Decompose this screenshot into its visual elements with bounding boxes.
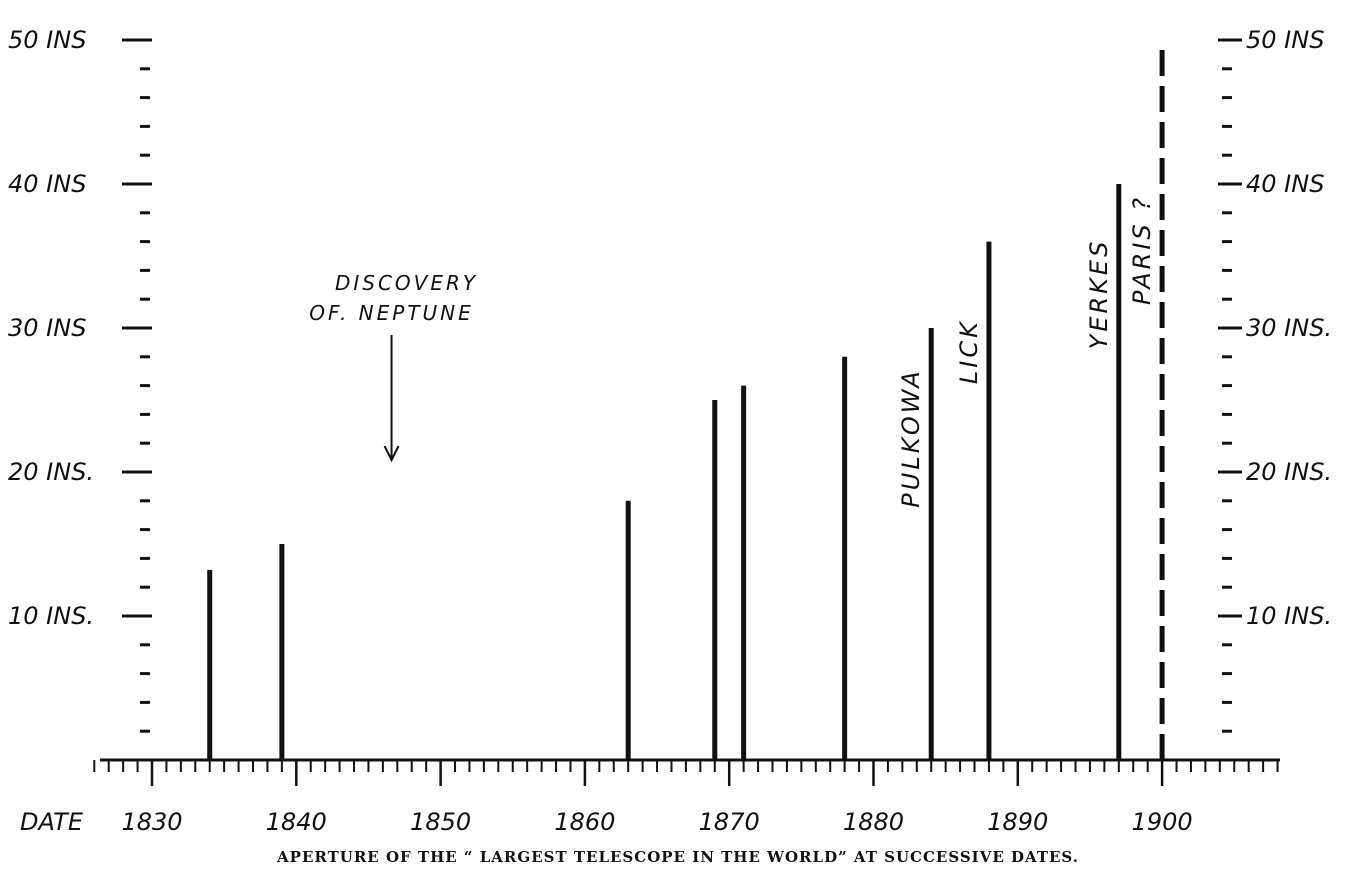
y-right-tick-label: 10 INS. bbox=[1246, 602, 1332, 630]
bars-group bbox=[207, 40, 1165, 760]
annotation-text: DISCOVERY bbox=[335, 271, 478, 295]
x-tick-label: 1880 bbox=[843, 808, 904, 836]
bar-label: LICK bbox=[955, 319, 983, 384]
y-left-tick-label: 50 INS bbox=[8, 26, 86, 54]
y-right-tick-label: 20 INS. bbox=[1246, 458, 1332, 486]
bar-label: PARIS ? bbox=[1128, 195, 1156, 305]
y-left-tick-label: 20 INS. bbox=[8, 458, 94, 486]
x-axis-title: DATE bbox=[20, 808, 84, 836]
x-tick-label: 1860 bbox=[554, 808, 615, 836]
annotation-arrow-head bbox=[383, 445, 400, 463]
x-tick-label: 1870 bbox=[699, 808, 760, 836]
x-tick-label: 1890 bbox=[987, 808, 1048, 836]
y-right-tick-label: 50 INS bbox=[1246, 26, 1324, 54]
x-tick-label: 1840 bbox=[266, 808, 327, 836]
y-left-tick-label: 40 INS bbox=[8, 170, 86, 198]
y-right-tick-label: 40 INS bbox=[1246, 170, 1324, 198]
labels-group: PULKOWA LICK YERKES PARIS ? DISCOVERY OF. NEP… bbox=[309, 195, 1156, 508]
chart-caption: APERTURE OF THE “ LARGEST TELESCOPE IN T… bbox=[276, 848, 1079, 866]
axes-group: 1830 1840 1850 1860 1870 1880 1890 1900 50 INS 40… bbox=[8, 26, 1332, 836]
x-tick-label: 1850 bbox=[410, 808, 471, 836]
y-right-tick-label: 30 INS. bbox=[1246, 314, 1332, 342]
y-left-tick-label: 10 INS. bbox=[8, 602, 94, 630]
x-tick-label: 1830 bbox=[121, 808, 182, 836]
y-left-tick-label: 30 INS bbox=[8, 314, 86, 342]
annotation-text: OF. NEPTUNE bbox=[309, 301, 474, 325]
bar-label: YERKES bbox=[1085, 239, 1113, 350]
x-tick-label: 1900 bbox=[1132, 808, 1193, 836]
bar-label: PULKOWA bbox=[897, 368, 925, 507]
